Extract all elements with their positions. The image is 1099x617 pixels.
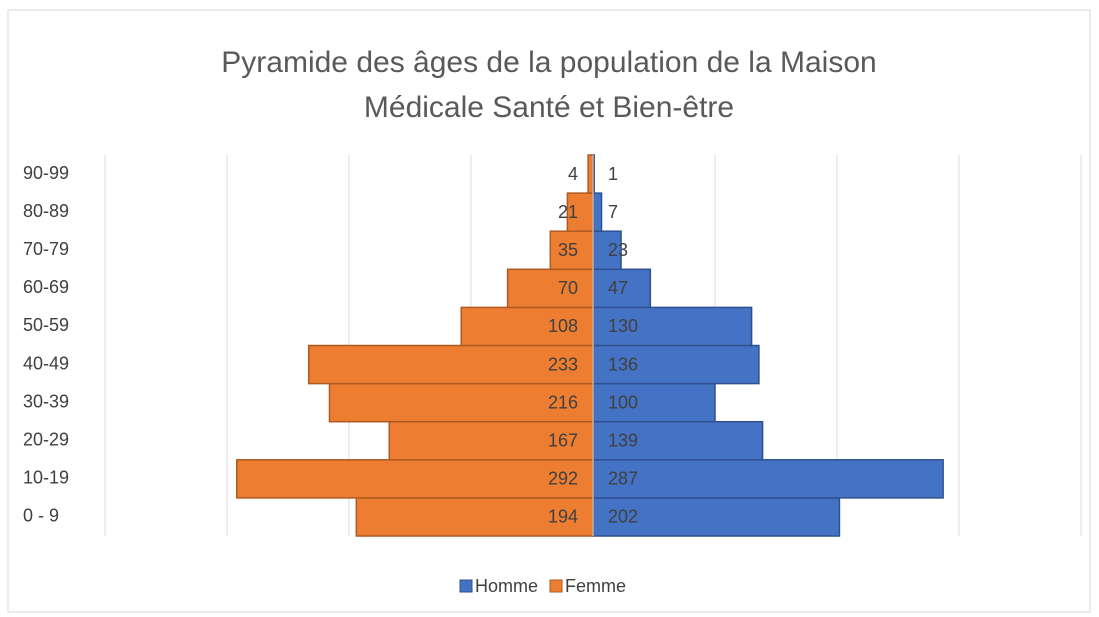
- data-label: 139: [608, 431, 638, 451]
- legend-swatch: [459, 579, 473, 593]
- data-label: 35: [558, 240, 578, 260]
- data-label: 7: [608, 202, 618, 222]
- data-label: 202: [608, 507, 638, 527]
- data-label: 233: [548, 354, 578, 374]
- data-label: 100: [608, 392, 638, 412]
- bar: [566, 192, 594, 232]
- data-label: 108: [548, 316, 578, 336]
- y-tick-label: 50-59: [23, 315, 69, 335]
- y-tick-label: 60-69: [23, 277, 69, 297]
- legend-label: Homme: [475, 576, 538, 596]
- bar: [592, 268, 652, 309]
- bar: [587, 154, 594, 194]
- chart-title: Pyramide des âges de la population de la…: [221, 46, 877, 124]
- y-tick-label: 10-19: [23, 468, 69, 488]
- y-tick-label: 70-79: [23, 239, 69, 259]
- y-tick-label: 40-49: [23, 353, 69, 373]
- chart-border: [7, 9, 1091, 613]
- y-tick-label: 0 - 9: [23, 506, 59, 526]
- bar: [592, 344, 760, 385]
- data-label: 23: [608, 240, 628, 260]
- bar: [460, 306, 594, 347]
- data-label: 292: [548, 469, 578, 489]
- y-tick-label: 20-29: [23, 430, 69, 450]
- data-label: 167: [548, 431, 578, 451]
- y-tick-label: 80-89: [23, 201, 69, 221]
- bar: [592, 497, 841, 537]
- data-label: 287: [608, 469, 638, 489]
- y-tick-label: 90-99: [23, 163, 69, 183]
- bar: [592, 192, 603, 232]
- data-label: 130: [608, 316, 638, 336]
- data-label: 47: [608, 278, 628, 298]
- bar: [592, 420, 764, 461]
- y-tick-label: 30-39: [23, 391, 69, 411]
- data-label: 216: [548, 392, 578, 412]
- legend-label: Femme: [565, 576, 626, 596]
- data-label: 4: [568, 164, 578, 184]
- data-label: 136: [608, 354, 638, 374]
- bar: [328, 382, 594, 423]
- data-label: 1: [608, 164, 618, 184]
- bar: [506, 268, 594, 309]
- data-label: 70: [558, 278, 578, 298]
- bar: [388, 420, 594, 461]
- data-label: 21: [558, 202, 578, 222]
- bar: [592, 459, 944, 499]
- legend-swatch: [549, 579, 563, 593]
- bar: [236, 459, 594, 499]
- data-label: 194: [548, 507, 578, 527]
